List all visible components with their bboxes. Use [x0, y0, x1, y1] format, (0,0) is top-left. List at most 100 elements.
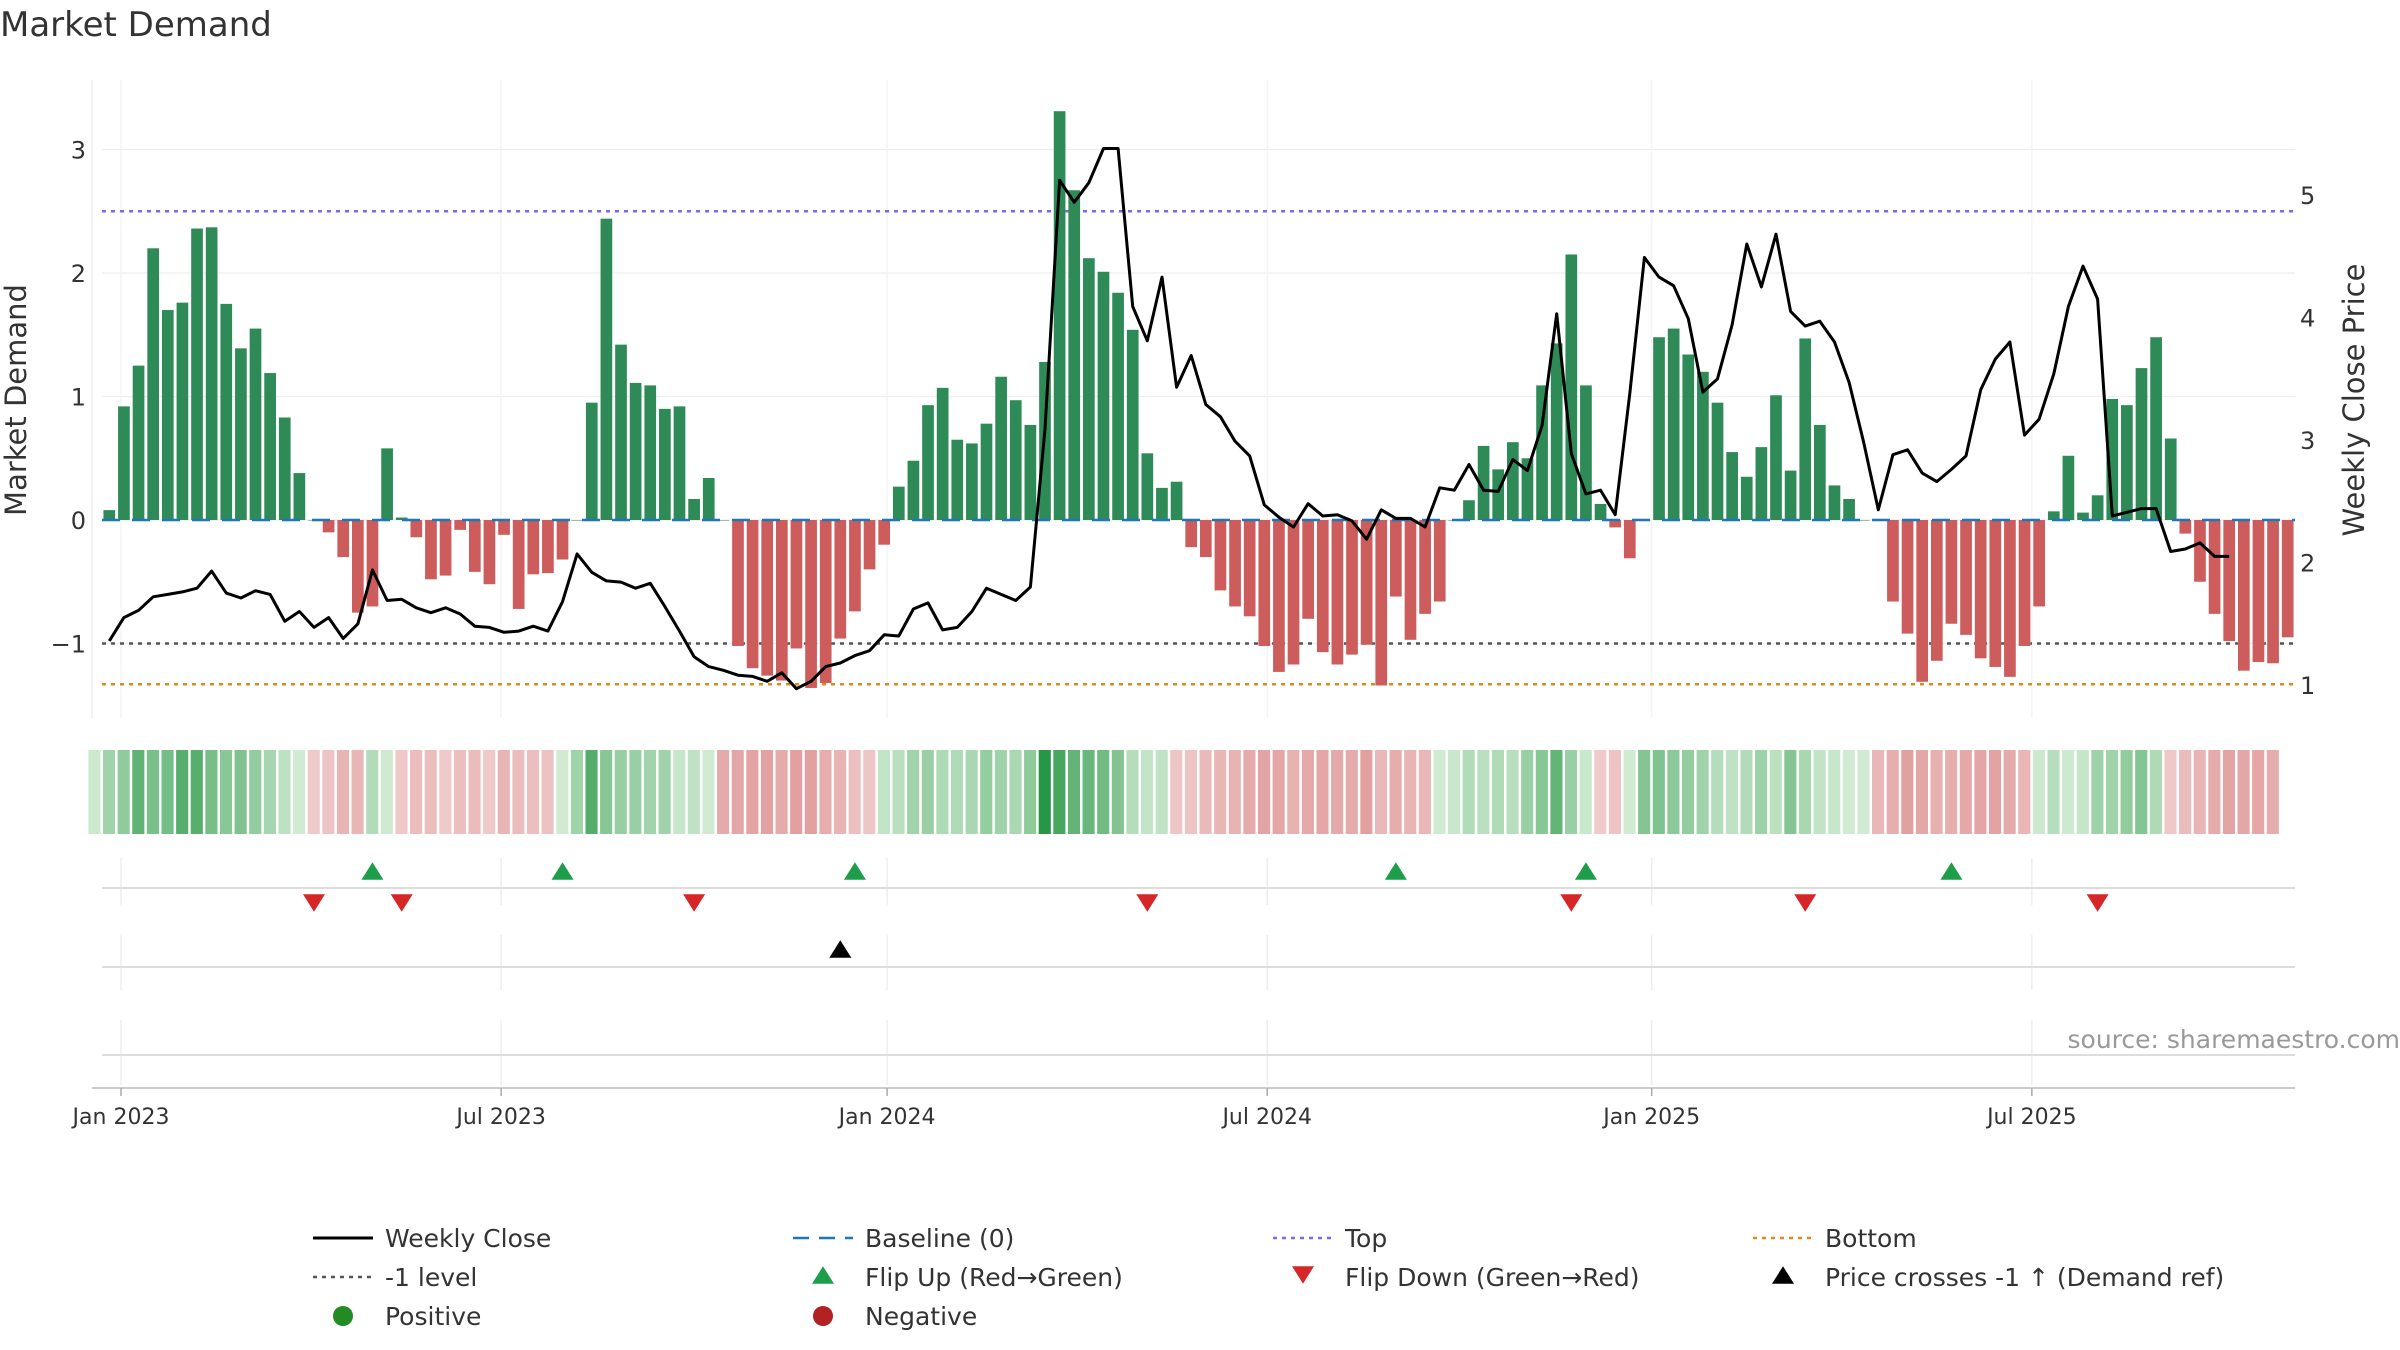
heat-cell — [2047, 750, 2060, 834]
legend-swatch — [812, 1266, 834, 1284]
heat-cell — [585, 750, 598, 834]
right-tick-label: 4 — [2300, 305, 2315, 333]
heat-cell — [921, 750, 934, 834]
legend-item: Negative — [813, 1302, 977, 1331]
heat-cell — [936, 750, 949, 834]
heat-cell — [366, 750, 379, 834]
legend-item: Weekly Close — [313, 1224, 551, 1253]
heat-cell — [746, 750, 759, 834]
right-tick-label: 3 — [2300, 427, 2315, 455]
heat-cell — [600, 750, 613, 834]
heat-cell — [965, 750, 978, 834]
flip-down-marker — [1794, 894, 1817, 912]
heat-cell — [658, 750, 671, 834]
flip-down-marker — [390, 894, 413, 912]
heat-cell — [117, 750, 130, 834]
demand-bar-positive — [1697, 371, 1709, 520]
demand-bar-negative — [1214, 520, 1227, 591]
heat-cell — [541, 750, 554, 834]
demand-bar-positive — [1594, 503, 1607, 520]
demand-bar-positive — [1170, 481, 1183, 520]
legend-item: Flip Up (Red→Green) — [812, 1263, 1123, 1292]
legend-swatch — [333, 1306, 353, 1326]
flip-markers-panel — [102, 858, 2295, 912]
demand-bar-negative — [2208, 520, 2221, 614]
legend-item: Price crosses -1 ↑ (Demand ref) — [1772, 1263, 2224, 1292]
heat-cell — [1828, 750, 1841, 834]
demand-bar-positive — [2077, 512, 2089, 520]
heat-cell — [1374, 750, 1388, 834]
x-tick-label: Jul 2024 — [1220, 1105, 1312, 1130]
demand-bar-negative — [2018, 520, 2031, 646]
heat-cell — [614, 750, 627, 834]
heat-cell — [2222, 750, 2236, 834]
cross-panel-gridlines — [102, 935, 2295, 990]
demand-bar-positive — [1024, 424, 1037, 520]
heat-cell — [1418, 750, 1431, 834]
demand-bar-negative — [512, 520, 525, 609]
x-tick-label: Jan 2023 — [71, 1105, 170, 1130]
demand-bar-negative — [527, 520, 540, 575]
right-axis-label: Weekly Close Price — [2337, 264, 2371, 537]
heat-cell — [1565, 750, 1578, 834]
heat-cell — [2135, 750, 2148, 834]
demand-bar-negative — [2267, 520, 2279, 664]
right-axis-ticks: 1 2 3 4 5 — [2300, 182, 2315, 700]
demand-bar-positive — [1141, 453, 1154, 520]
heat-cell — [146, 750, 159, 834]
heat-cell — [1813, 750, 1826, 834]
demand-bar-positive — [1653, 337, 1665, 520]
heat-cell — [1184, 750, 1197, 834]
left-tick-label: 2 — [71, 260, 86, 288]
demand-bar-positive — [1711, 402, 1724, 520]
demand-bar-negative — [1185, 520, 1198, 548]
demand-bar-positive — [1156, 487, 1168, 520]
legend-item: Top — [1273, 1224, 1387, 1253]
heat-cell — [1652, 750, 1665, 834]
heat-cell — [1930, 750, 1943, 834]
demand-bar-positive — [2062, 455, 2075, 520]
heat-cell — [2179, 750, 2192, 834]
demand-bar-negative — [542, 520, 554, 574]
legend-label: Baseline (0) — [865, 1224, 1014, 1253]
demand-bar-positive — [980, 423, 993, 520]
heat-cell — [263, 750, 276, 834]
heat-cell — [1067, 750, 1081, 834]
heat-cell — [1448, 750, 1461, 834]
demand-bar-negative — [819, 520, 832, 684]
demand-bar-negative — [1375, 520, 1388, 686]
demand-bar-negative — [790, 520, 803, 649]
heat-cell — [2032, 750, 2045, 834]
heat-cell — [687, 750, 700, 834]
legend-label: Flip Down (Green→Red) — [1345, 1263, 1640, 1292]
demand-bar-negative — [352, 520, 364, 613]
heat-cell — [249, 750, 262, 834]
heat-cell — [2105, 750, 2119, 834]
demand-bar-negative — [1302, 520, 1314, 619]
demand-bar-positive — [2047, 511, 2060, 520]
demand-bar-positive — [907, 460, 920, 520]
left-tick-label: −1 — [51, 631, 86, 659]
heat-cell — [2076, 750, 2089, 834]
heat-cell — [1872, 750, 1885, 834]
heat-cell — [1915, 750, 1928, 834]
left-tick-label: 1 — [71, 384, 86, 412]
flip-up-marker — [551, 862, 574, 880]
heat-cell — [1608, 750, 1621, 834]
heat-cell — [1784, 750, 1797, 834]
heat-cell — [1945, 750, 1958, 834]
heat-cell — [834, 750, 847, 834]
demand-bar-positive — [293, 473, 306, 520]
legend-item: Baseline (0) — [793, 1224, 1014, 1253]
demand-bar-negative — [1433, 520, 1446, 602]
demand-bar-positive — [615, 344, 627, 520]
heat-cell — [1053, 750, 1066, 834]
heat-cell — [219, 750, 233, 834]
demand-bar-positive — [1565, 254, 1578, 520]
heat-cell — [2091, 750, 2104, 834]
demand-bar-positive — [264, 373, 276, 520]
heat-cell — [468, 750, 481, 834]
demand-bar-positive — [1740, 476, 1753, 520]
demand-bar-positive — [659, 408, 671, 520]
heat-cell — [453, 750, 466, 834]
